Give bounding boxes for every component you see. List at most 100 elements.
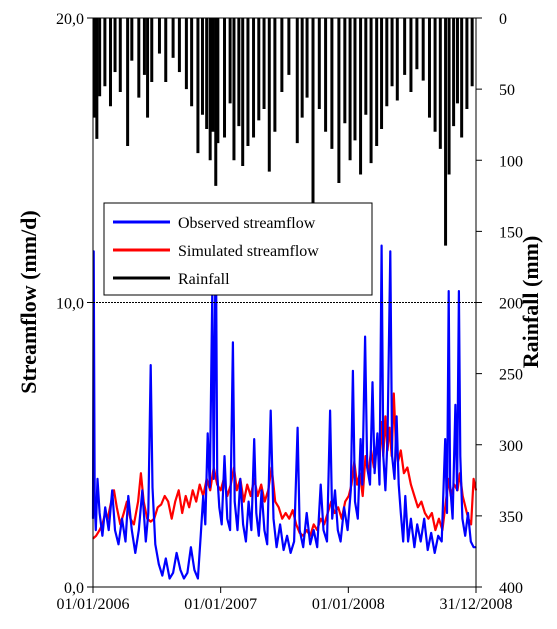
observed-point-121 <box>430 532 432 534</box>
observed-point-120 <box>427 549 429 551</box>
observed-point-13 <box>124 540 127 543</box>
simulated-point-1 <box>95 535 97 537</box>
simulated-point-28 <box>185 495 187 497</box>
simulated-point-56 <box>281 518 283 520</box>
simulated-point-20 <box>157 506 159 508</box>
observed-point-109 <box>396 415 398 417</box>
observed-point-2 <box>94 501 96 503</box>
observed-point-5 <box>99 512 101 514</box>
observed-point-92 <box>357 518 359 520</box>
simulated-point-14 <box>137 501 139 503</box>
observed-point-47 <box>223 455 226 457</box>
observed-point-77 <box>313 529 315 531</box>
observed-point-80 <box>322 529 325 531</box>
simulated-point-104 <box>427 518 430 520</box>
observed-point-115 <box>410 518 412 520</box>
x-tick-label-3: 31/12/2008 <box>440 596 513 613</box>
y2-tick-label-1: 50 <box>499 82 515 99</box>
simulated-point-47 <box>250 495 252 497</box>
rainfall-series <box>93 18 474 246</box>
observed-point-119 <box>423 518 425 520</box>
simulated-point-119 <box>472 478 475 480</box>
observed-point-117 <box>416 523 418 526</box>
observed-point-97 <box>369 483 371 486</box>
simulated-point-49 <box>257 495 259 497</box>
simulated-point-26 <box>178 489 180 491</box>
observed-point-98 <box>371 381 374 383</box>
observed-point-6 <box>101 535 104 537</box>
observed-point-85 <box>337 529 339 531</box>
observed-point-79 <box>320 483 322 486</box>
observed-point-105 <box>386 438 389 440</box>
observed-point-70 <box>290 552 292 554</box>
observed-point-37 <box>202 495 204 497</box>
observed-point-126 <box>446 512 448 514</box>
y2-tick-label-4: 200 <box>499 296 523 313</box>
simulated-point-65 <box>313 523 315 526</box>
simulated-point-106 <box>434 529 437 531</box>
simulated-point-54 <box>274 501 276 503</box>
simulated-point-27 <box>181 512 183 514</box>
observed-point-28 <box>172 572 174 574</box>
simulated-point-105 <box>431 512 433 514</box>
y2-tick-label-7: 350 <box>499 509 523 526</box>
observed-point-54 <box>242 523 244 526</box>
simulated-point-21 <box>160 503 162 506</box>
simulated-point-80 <box>362 495 364 497</box>
simulated-point-46 <box>246 483 248 486</box>
simulated-point-25 <box>174 501 176 503</box>
observed-point-24 <box>158 563 160 565</box>
observed-point-3 <box>95 529 97 531</box>
simulated-point-91 <box>389 427 391 429</box>
observed-point-7 <box>104 506 106 508</box>
observed-point-4 <box>96 478 99 480</box>
observed-point-56 <box>248 501 250 503</box>
y-axis-title: Streamflow (mm/d) <box>16 210 41 394</box>
observed-point-124 <box>441 540 443 543</box>
observed-point-49 <box>229 529 231 531</box>
simulated-point-18 <box>150 520 152 523</box>
simulated-point-89 <box>384 415 387 417</box>
observed-point-12 <box>121 518 123 520</box>
simulated-point-15 <box>140 472 142 474</box>
simulated-point-24 <box>171 518 173 520</box>
observed-point-91 <box>354 501 356 503</box>
legend-label-rainfall: Rainfall <box>178 271 230 288</box>
observed-point-104 <box>384 489 387 491</box>
legend: Observed streamflow Simulated streamflow… <box>103 202 373 296</box>
observed-point-58 <box>253 438 255 440</box>
observed-point-21 <box>150 364 152 366</box>
observed-point-96 <box>366 466 368 469</box>
observed-point-95 <box>364 336 366 338</box>
observed-point-26 <box>165 557 167 560</box>
simulated-point-81 <box>364 455 367 457</box>
observed-point-108 <box>393 478 396 480</box>
observed-point-114 <box>407 540 409 543</box>
observed-point-40 <box>209 486 211 489</box>
simulated-point-67 <box>320 518 322 520</box>
simulated-point-8 <box>116 506 118 508</box>
observed-point-51 <box>234 501 236 503</box>
observed-point-71 <box>293 540 295 543</box>
observed-point-116 <box>413 546 416 548</box>
simulated-point-78 <box>356 483 358 486</box>
observed-point-113 <box>404 495 406 497</box>
observed-point-90 <box>352 370 354 372</box>
simulated-point-51 <box>264 501 266 503</box>
simulated-point-38 <box>220 489 222 491</box>
observed-point-35 <box>197 577 199 580</box>
simulated-point-35 <box>209 489 211 491</box>
observed-point-102 <box>380 245 383 247</box>
observed-point-52 <box>236 529 239 531</box>
observed-point-31 <box>183 577 185 580</box>
simulated-point-103 <box>424 512 426 514</box>
observed-point-87 <box>343 506 345 508</box>
observed-point-25 <box>161 575 163 577</box>
observed-point-101 <box>378 483 381 486</box>
observed-point-8 <box>108 529 110 531</box>
observed-point-76 <box>309 543 311 545</box>
simulated-point-118 <box>470 523 472 526</box>
simulated-point-13 <box>133 523 135 526</box>
observed-point-34 <box>193 569 196 571</box>
observed-point-60 <box>258 535 260 537</box>
